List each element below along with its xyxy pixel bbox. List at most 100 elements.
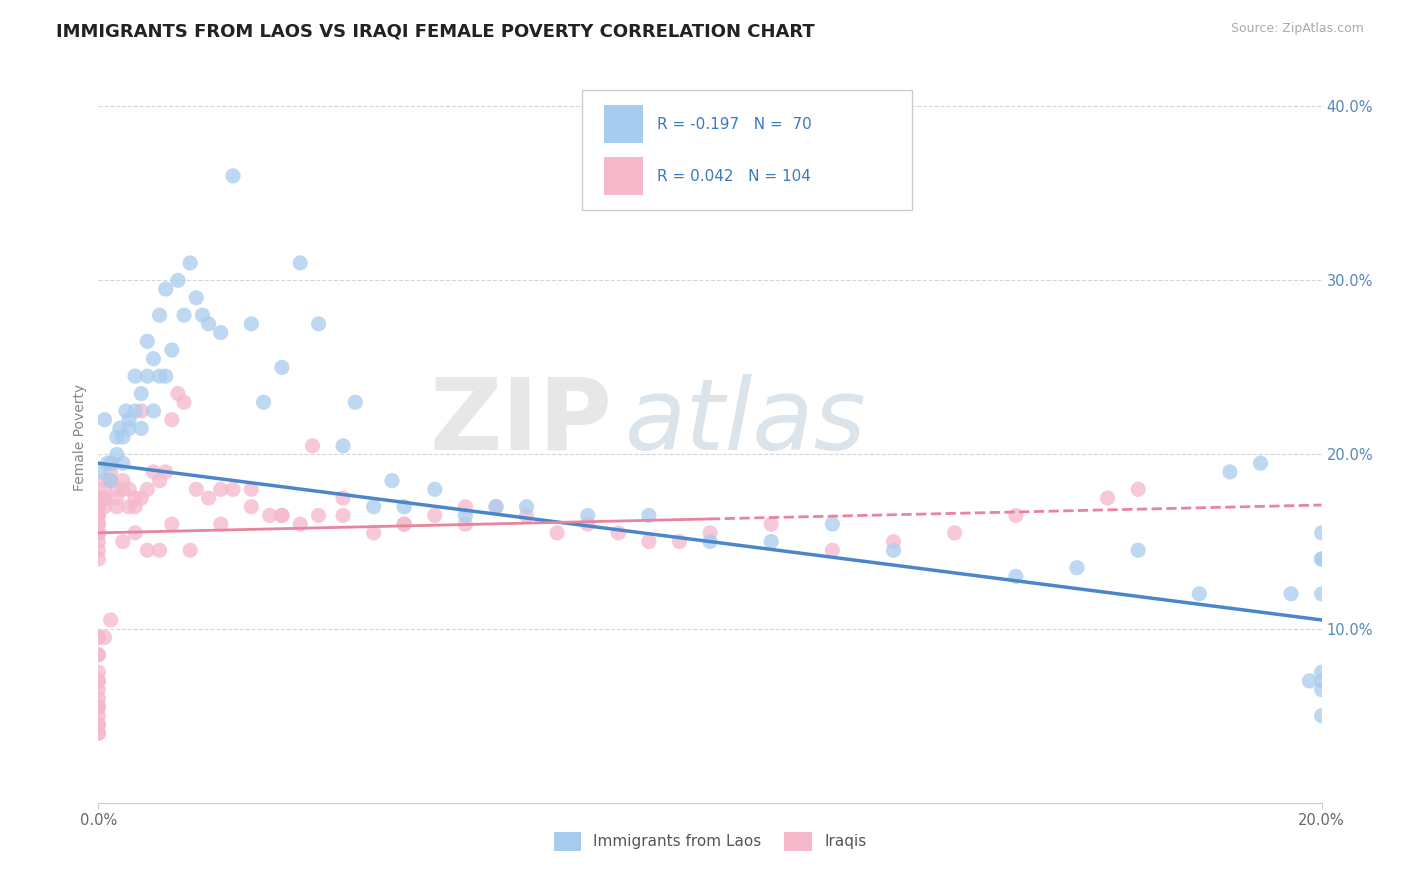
Point [111, 483, 134, 497]
Point [943, 525, 966, 540]
Point [87, 648, 110, 662]
Point [100, 613, 122, 627]
Point [136, 334, 159, 349]
Point [259, 508, 281, 523]
Point [124, 491, 146, 505]
Text: atlas: atlas [624, 374, 866, 471]
Point [1310, 682, 1333, 697]
Point [118, 500, 141, 514]
Point [136, 543, 159, 558]
Point [93, 491, 115, 505]
Point [87, 726, 110, 740]
Point [87, 631, 110, 645]
Point [111, 474, 134, 488]
Point [87, 525, 110, 540]
Point [1310, 665, 1333, 680]
Point [87, 500, 110, 514]
Point [1279, 587, 1302, 601]
Point [124, 404, 146, 418]
Point [576, 508, 599, 523]
Point [308, 508, 330, 523]
Point [100, 465, 122, 479]
Bar [603, 157, 643, 195]
Text: IMMIGRANTS FROM LAOS VS IRAQI FEMALE POVERTY CORRELATION CHART: IMMIGRANTS FROM LAOS VS IRAQI FEMALE POV… [56, 22, 815, 40]
Point [105, 430, 128, 444]
Point [87, 665, 110, 680]
Point [1298, 673, 1320, 688]
Point [101, 456, 124, 470]
Point [87, 631, 110, 645]
Point [290, 256, 312, 270]
Y-axis label: Female Poverty: Female Poverty [73, 384, 87, 491]
Point [179, 543, 201, 558]
Point [454, 517, 477, 532]
Point [821, 517, 844, 532]
Point [142, 351, 165, 366]
Point [105, 491, 128, 505]
Point [160, 517, 183, 532]
Point [160, 343, 183, 357]
Point [93, 412, 115, 426]
Point [1128, 483, 1150, 497]
Point [344, 395, 367, 409]
Point [222, 169, 245, 183]
Point [301, 439, 323, 453]
Point [93, 483, 115, 497]
Point [516, 508, 538, 523]
Point [392, 517, 416, 532]
Point [699, 534, 721, 549]
Text: R = 0.042   N = 104: R = 0.042 N = 104 [658, 169, 811, 184]
Point [167, 386, 190, 401]
Point [105, 500, 128, 514]
Point [1097, 491, 1119, 505]
Point [186, 483, 208, 497]
Point [209, 326, 232, 340]
Point [240, 317, 263, 331]
Point [883, 534, 905, 549]
Point [1004, 569, 1026, 583]
Point [381, 474, 404, 488]
Point [821, 543, 844, 558]
Point [87, 552, 110, 566]
Point [87, 673, 110, 688]
Point [87, 648, 110, 662]
Point [167, 273, 190, 287]
FancyBboxPatch shape [582, 90, 912, 211]
Point [87, 717, 110, 731]
Point [87, 517, 110, 532]
Point [363, 525, 385, 540]
Point [124, 500, 146, 514]
Point [87, 508, 110, 523]
Point [759, 534, 782, 549]
Point [87, 682, 110, 697]
Point [1310, 587, 1333, 601]
Point [759, 517, 782, 532]
Point [149, 543, 172, 558]
Point [270, 508, 292, 523]
Point [87, 525, 110, 540]
Point [97, 456, 120, 470]
Point [191, 308, 214, 322]
Point [699, 525, 721, 540]
Point [87, 673, 110, 688]
Point [129, 491, 152, 505]
Point [136, 483, 159, 497]
Point [87, 708, 110, 723]
Point [173, 308, 195, 322]
Point [118, 412, 141, 426]
Point [100, 474, 122, 488]
Point [155, 282, 177, 296]
Point [1310, 673, 1333, 688]
Point [637, 508, 661, 523]
Point [155, 465, 177, 479]
Point [1219, 465, 1241, 479]
Point [1249, 456, 1271, 470]
Point [87, 525, 110, 540]
Point [93, 500, 115, 514]
Point [129, 404, 152, 418]
Point [1004, 508, 1026, 523]
Point [93, 491, 115, 505]
Point [485, 500, 508, 514]
Point [209, 517, 232, 532]
Point [105, 448, 128, 462]
